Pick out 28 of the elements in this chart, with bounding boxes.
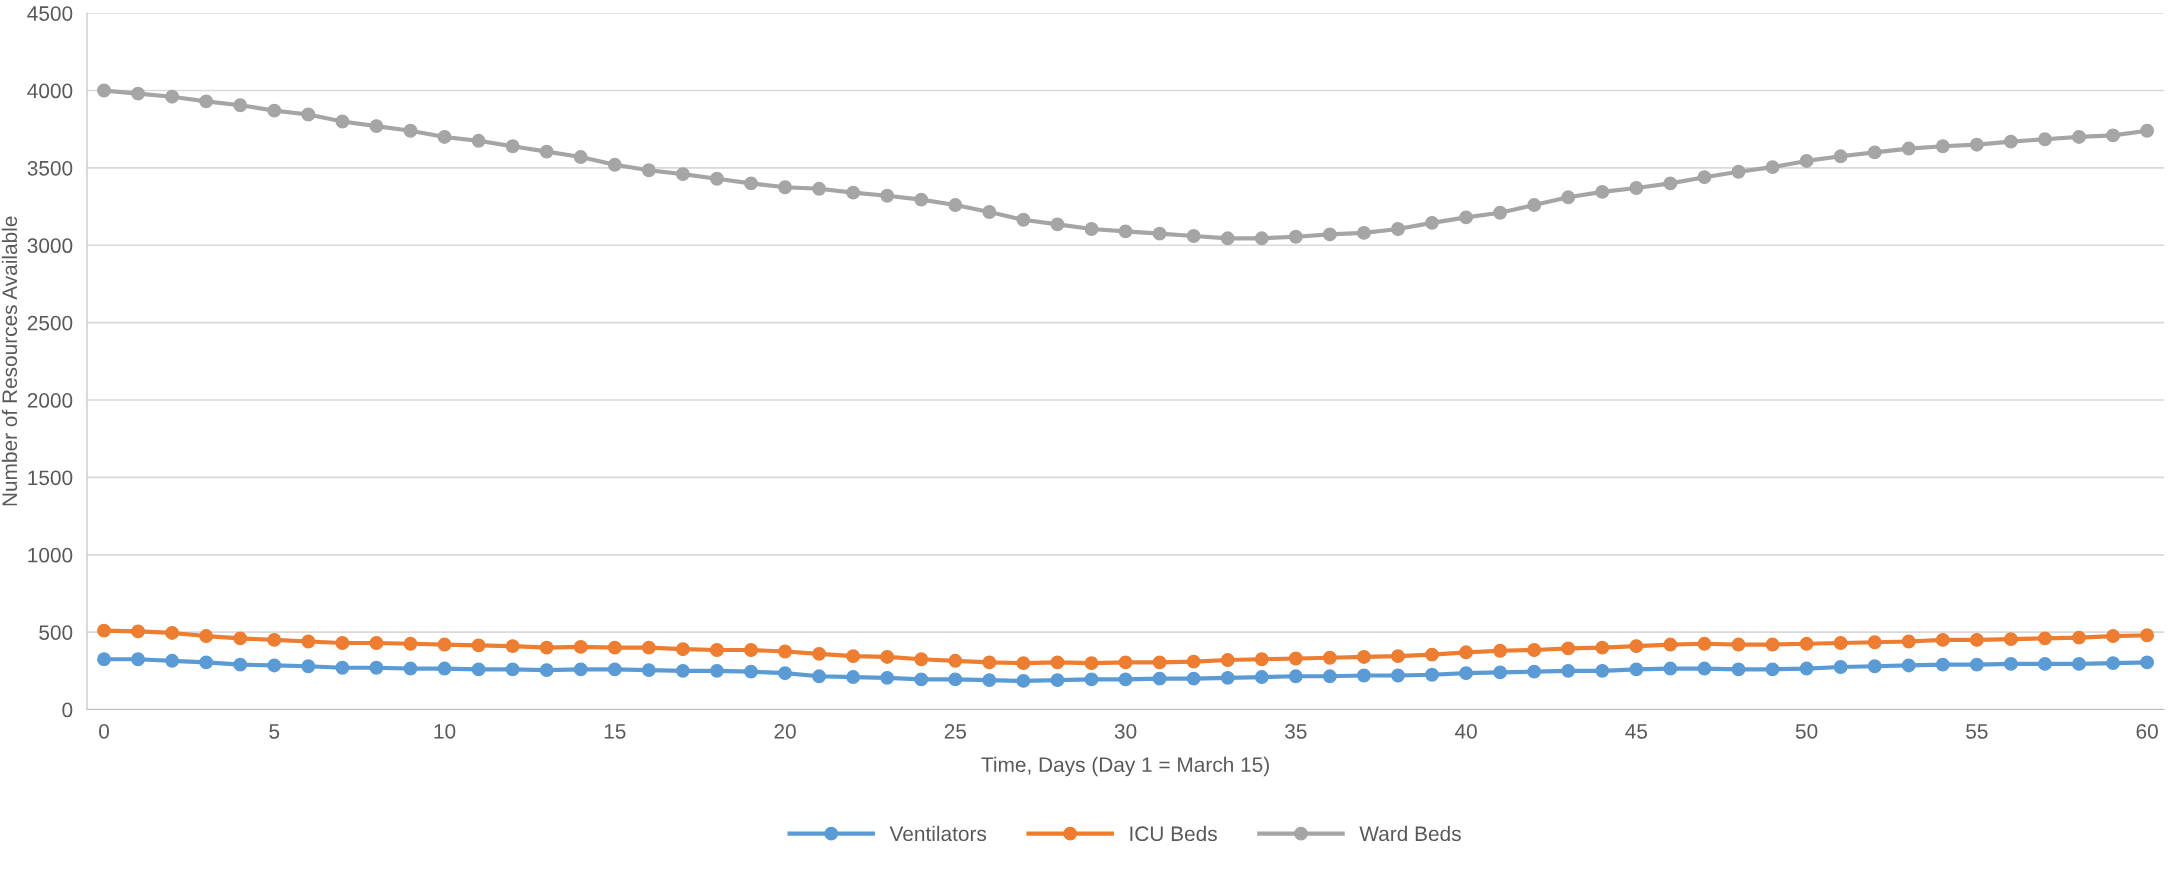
y-axis-title: Number of Resources Available [1,216,18,506]
x-tick-label: 50 [1795,724,1818,739]
x-tick-label: 55 [1966,724,1988,739]
y-tick-label: 4500 [27,6,73,21]
x-tick-label: 25 [944,724,967,739]
x-tick-label: 5 [269,724,280,739]
legend-label: ICU Beds [1130,825,1217,842]
x-tick-label: 0 [99,724,109,739]
x-tick-label: 30 [1114,724,1137,739]
y-tick-label: 1500 [28,470,73,486]
x-tick-label: 15 [604,724,626,739]
y-tick-label: 500 [39,625,73,640]
y-tick-label: 1000 [28,547,73,563]
y-tick-label: 0 [62,702,73,718]
y-tick-label: 3000 [27,238,73,254]
y-tick-label: 3500 [27,160,73,176]
legend-label: Ventilators [889,825,987,842]
x-tick-label: 60 [2136,724,2158,739]
x-tick-label: 10 [434,724,456,739]
x-tick-label: 20 [774,724,796,739]
y-tick-label: 4000 [27,83,73,99]
y-tick-label: 2500 [27,315,73,331]
legend-label: Ward Beds [1359,825,1461,842]
x-tick-label: 45 [1625,724,1648,739]
y-tick-label: 2000 [27,393,73,408]
x-tick-label: 40 [1454,724,1477,739]
x-tick-label: 35 [1285,724,1307,739]
x-axis-title: Time, Days (Day 1 = March 15) [981,756,1269,777]
